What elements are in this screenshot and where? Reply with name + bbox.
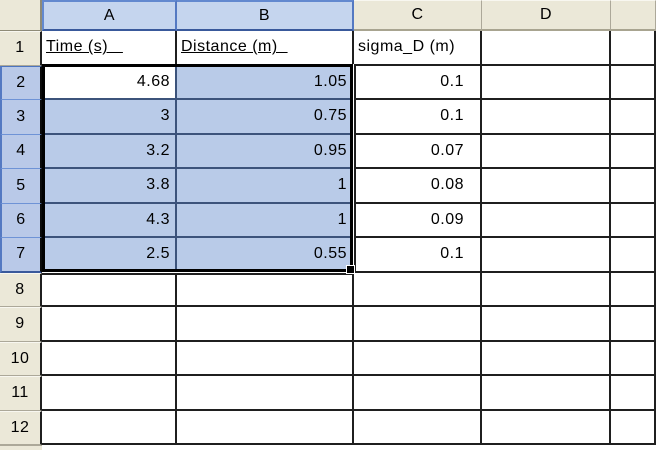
cell-A8[interactable] [42, 272, 177, 307]
cell-C1[interactable]: sigma_D (m) [354, 31, 482, 66]
cell-B5[interactable]: 1 [177, 169, 354, 204]
cell-E1[interactable] [611, 31, 656, 66]
cell-E9[interactable] [611, 307, 656, 342]
cell-C9[interactable] [354, 307, 482, 342]
cell-B1[interactable]: Distance (m) [177, 31, 354, 66]
cell-B3[interactable]: 0.75 [177, 100, 354, 135]
row-header-2[interactable]: 2 [0, 65, 42, 100]
cell-D12[interactable] [482, 410, 611, 445]
row-header-1[interactable]: 1 [0, 31, 42, 66]
cell-D3[interactable] [482, 100, 611, 135]
select-all-corner[interactable] [0, 0, 42, 31]
cell-B8[interactable] [177, 272, 354, 307]
row-header-4[interactable]: 4 [0, 134, 42, 169]
cell-D11[interactable] [482, 376, 611, 411]
cell-B9[interactable] [177, 307, 354, 342]
cell-A4[interactable]: 3.2 [42, 134, 177, 169]
fill-handle[interactable] [346, 265, 355, 274]
cell-B2[interactable]: 1.05 [177, 65, 354, 100]
cell-E2[interactable] [611, 65, 656, 100]
cell-E10[interactable] [611, 341, 656, 376]
cell-C3[interactable]: 0.1 [354, 100, 482, 135]
row-header-10[interactable]: 10 [0, 341, 42, 376]
cell-E12[interactable] [611, 410, 656, 445]
cell-D4[interactable] [482, 134, 611, 169]
row-header-7[interactable]: 7 [0, 238, 42, 273]
cell-C4[interactable]: 0.07 [354, 134, 482, 169]
column-header-D[interactable]: D [482, 0, 611, 31]
cell-A9[interactable] [42, 307, 177, 342]
cell-C7[interactable]: 0.1 [354, 238, 482, 273]
row-header-6[interactable]: 6 [0, 203, 42, 238]
cell-D6[interactable] [482, 203, 611, 238]
column-header-E-partial[interactable] [611, 0, 656, 31]
cell-A11[interactable] [42, 376, 177, 411]
cell-D2[interactable] [482, 65, 611, 100]
row-header-3[interactable]: 3 [0, 100, 42, 135]
cell-A2[interactable]: 4.68 [42, 65, 177, 100]
row-header-13-partial[interactable] [0, 445, 42, 450]
cell-C12[interactable] [354, 410, 482, 445]
cell-C11[interactable] [354, 376, 482, 411]
column-header-B[interactable]: B [177, 0, 354, 31]
cell-C2[interactable]: 0.1 [354, 65, 482, 100]
cell-B11[interactable] [177, 376, 354, 411]
cell-A6[interactable]: 4.3 [42, 203, 177, 238]
cell-D7[interactable] [482, 238, 611, 273]
cell-B6[interactable]: 1 [177, 203, 354, 238]
cell-A5[interactable]: 3.8 [42, 169, 177, 204]
cell-E11[interactable] [611, 376, 656, 411]
row-header-11[interactable]: 11 [0, 376, 42, 411]
cell-C10[interactable] [354, 341, 482, 376]
cell-B4[interactable]: 0.95 [177, 134, 354, 169]
row-header-5[interactable]: 5 [0, 169, 42, 204]
cell-A1[interactable]: Time (s) [42, 31, 177, 66]
cell-B7[interactable]: 0.55 [177, 238, 354, 273]
cell-B12[interactable] [177, 410, 354, 445]
cell-E3[interactable] [611, 100, 656, 135]
cell-B10[interactable] [177, 341, 354, 376]
cell-D5[interactable] [482, 169, 611, 204]
cell-E7[interactable] [611, 238, 656, 273]
cell-D10[interactable] [482, 341, 611, 376]
cell-E8[interactable] [611, 272, 656, 307]
column-header-A[interactable]: A [42, 0, 177, 31]
cell-E6[interactable] [611, 203, 656, 238]
cell-A10[interactable] [42, 341, 177, 376]
row-header-8[interactable]: 8 [0, 272, 42, 307]
cell-D1[interactable] [482, 31, 611, 66]
cell-D9[interactable] [482, 307, 611, 342]
column-header-C[interactable]: C [354, 0, 482, 31]
cell-A3[interactable]: 3 [42, 100, 177, 135]
cell-A12[interactable] [42, 410, 177, 445]
row-header-9[interactable]: 9 [0, 307, 42, 342]
cell-A7[interactable]: 2.5 [42, 238, 177, 273]
cell-E4[interactable] [611, 134, 656, 169]
cell-C8[interactable] [354, 272, 482, 307]
cell-E5[interactable] [611, 169, 656, 204]
cell-D8[interactable] [482, 272, 611, 307]
cell-C5[interactable]: 0.08 [354, 169, 482, 204]
row-header-12[interactable]: 12 [0, 410, 42, 445]
cell-C6[interactable]: 0.09 [354, 203, 482, 238]
